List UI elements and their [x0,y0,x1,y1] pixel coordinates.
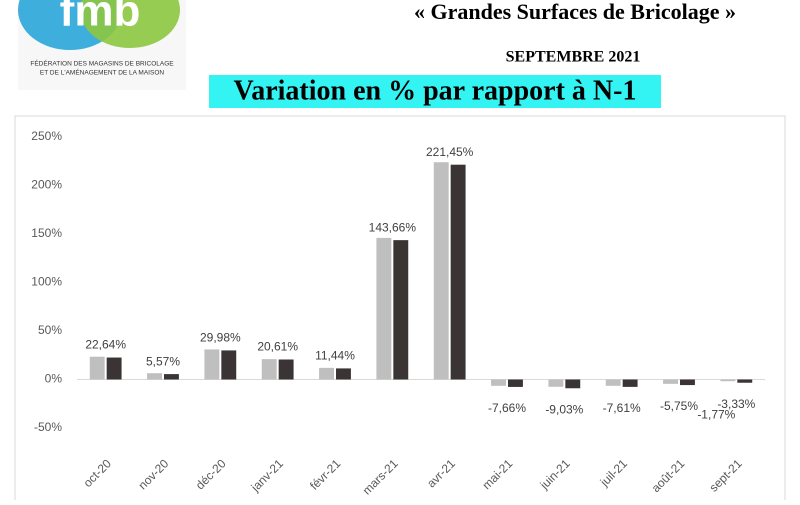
bar [548,379,564,387]
data-label: -7,66% [488,401,526,415]
x-tick-label: sept-21 [706,456,744,494]
data-label: -7,61% [603,401,641,415]
data-label: 221,45% [426,145,474,159]
data-label: -5,75% [660,399,698,413]
bar [737,379,753,383]
logo-text: fmb [60,0,141,36]
header-period: SEPTEMBRE 2021 [506,49,641,66]
data-label: -9,03% [545,402,583,416]
x-tick-label: nov-20 [136,456,172,492]
x-tick-label: avr-21 [424,456,458,490]
bar [433,162,449,380]
x-tick-label: juin-21 [537,456,573,492]
logo-circle [80,0,180,48]
bar [605,379,621,386]
chart-frame [14,115,786,505]
data-label: 22,64% [85,338,126,352]
y-tick-label: 100% [31,275,62,289]
data-label: -3,33% [717,397,755,411]
x-tick-label: août-21 [649,456,688,495]
data-label: 143,66% [369,220,417,234]
x-tick-label: févr-21 [307,456,344,493]
bar [204,349,220,380]
bar [680,379,695,386]
data-label: 29,98% [200,331,241,345]
x-tick-label: mai-21 [480,456,516,492]
bar [491,379,506,386]
bar [261,359,277,380]
bar [164,374,179,380]
data-label: -1,77% [697,407,735,421]
bar [89,356,105,380]
bar [319,367,334,380]
y-tick-label: 250% [31,129,62,143]
bar [336,368,351,380]
bar [278,359,294,380]
y-tick-label: 0% [45,372,63,386]
title-highlight [209,75,661,108]
y-tick-label: 150% [31,226,62,240]
x-tick-label: janv-21 [248,456,287,495]
bar [147,373,162,380]
bar [565,379,581,389]
bar [106,357,122,380]
x-tick-label: mars-21 [360,456,401,497]
bar [720,379,736,382]
logo-line: FÉDÉRATION DES MAGASINS DE BRICOLAGE [30,59,174,68]
y-tick-label: 50% [38,323,62,337]
y-tick-label: 200% [31,178,62,192]
bar [393,240,409,380]
y-tick-label: -50% [34,420,62,434]
bar [221,350,237,380]
chart-title: Variation en % par rapport à N-1 [234,75,637,106]
bar [622,379,638,387]
bar [450,164,466,380]
header-title: « Grandes Surfaces de Bricolage » [414,0,736,24]
bar [508,379,523,387]
x-tick-label: déc-20 [193,456,229,492]
x-tick-label: oct-20 [81,456,115,490]
data-label: 11,44% [315,349,355,363]
data-label: 5,57% [146,354,180,368]
data-label: 20,61% [257,340,298,354]
logo-line: ET DE L'AMÉNAGEMENT DE LA MAISON [40,68,164,77]
bar [663,379,678,384]
bar [376,237,392,380]
x-tick-label: juil-21 [597,456,630,489]
